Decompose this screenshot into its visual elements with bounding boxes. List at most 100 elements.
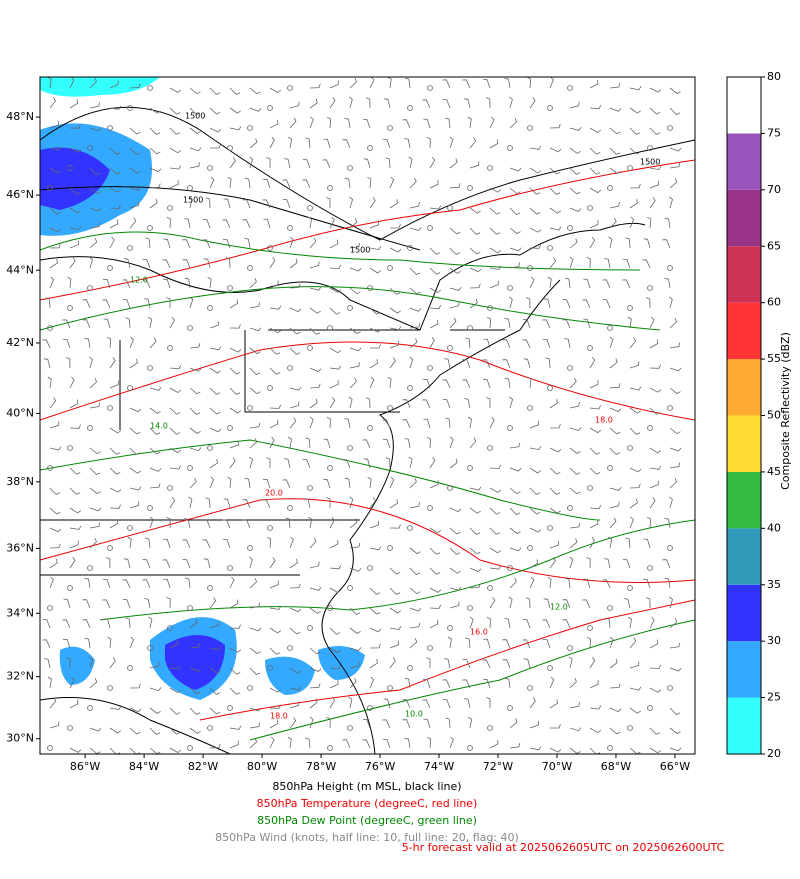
- wind-barb: [285, 517, 291, 529]
- wind-barb: [249, 367, 261, 375]
- wind-barb: [326, 416, 331, 429]
- wind-barb: [486, 697, 491, 709]
- wind-barb: [69, 556, 76, 569]
- wind-barb: [404, 138, 411, 149]
- wind-barb: [583, 318, 591, 329]
- wind-barb: [369, 676, 375, 689]
- wind-barb: [369, 359, 379, 369]
- height-contour: [39, 186, 421, 251]
- wind-calm: [287, 505, 293, 511]
- wind-barb: [209, 621, 220, 629]
- wind-calm: [187, 605, 193, 611]
- wind-barb: [529, 445, 542, 451]
- wind-barb: [442, 79, 451, 89]
- wind-calm: [67, 305, 73, 311]
- wind-barb: [589, 220, 599, 229]
- wind-barb: [509, 547, 522, 552]
- wind-barb: [349, 627, 361, 634]
- wind-barb: [349, 677, 357, 689]
- wind-barb: [209, 687, 221, 695]
- wind-barb: [289, 283, 301, 289]
- wind-barb: [149, 707, 161, 714]
- wind-barb: [426, 657, 431, 668]
- wind-barb: [169, 687, 182, 694]
- wind-barb: [209, 87, 221, 95]
- wind-barb: [429, 456, 436, 469]
- wind-barb: [209, 346, 222, 351]
- wind-barb: [309, 383, 321, 389]
- wind-barb: [349, 347, 362, 352]
- wind-barb: [242, 519, 251, 529]
- wind-barb: [629, 686, 642, 691]
- wind-barb: [89, 378, 98, 389]
- wind-barb: [369, 344, 381, 349]
- wind-barb: [326, 717, 331, 729]
- wind-barb: [89, 238, 98, 249]
- wind-calm: [147, 85, 153, 91]
- wind-barb: [568, 656, 573, 669]
- wind-barb: [202, 539, 211, 549]
- wind-barb: [142, 579, 151, 589]
- wind-calm: [207, 445, 213, 451]
- wind-barb: [49, 507, 61, 515]
- wind-barb: [62, 619, 71, 629]
- wind-barb: [423, 718, 431, 729]
- wind-barb: [404, 737, 411, 749]
- wind-barb: [309, 367, 322, 373]
- wind-barb: [249, 707, 262, 712]
- wind-calm: [527, 125, 533, 131]
- wind-barb: [429, 180, 439, 189]
- wind-barb: [529, 187, 541, 195]
- wind-barb: [483, 338, 491, 349]
- wind-calm: [667, 545, 673, 551]
- wind-calm: [387, 405, 393, 411]
- wind-barb: [669, 707, 681, 715]
- wind-barb: [549, 76, 554, 89]
- y-tick-label: 30°N: [6, 732, 34, 745]
- wind-barb: [549, 747, 562, 753]
- wind-barb: [569, 126, 582, 131]
- colorbar-tick-label: 35: [767, 578, 781, 591]
- wind-barb: [669, 87, 681, 95]
- map-frame: [39, 76, 696, 755]
- radar-echo: [59, 646, 95, 685]
- wind-barb: [649, 447, 662, 454]
- wind-barb: [269, 580, 279, 589]
- wind-barb: [189, 367, 202, 372]
- wind-barb: [249, 627, 262, 632]
- wind-barb: [442, 99, 451, 109]
- wind-barb: [322, 159, 331, 169]
- wind-calm: [387, 265, 393, 271]
- wind-barb: [249, 577, 258, 589]
- wind-barb: [49, 167, 61, 174]
- wind-barb: [389, 357, 396, 369]
- wind-barb: [649, 339, 659, 349]
- wind-calm: [447, 485, 453, 491]
- wind-calm: [607, 745, 613, 751]
- wind-barb: [362, 739, 371, 749]
- y-tick-label: 34°N: [6, 606, 34, 619]
- wind-barb: [669, 342, 681, 349]
- wind-barb: [409, 567, 421, 575]
- colorbar-tick-label: 60: [767, 296, 781, 309]
- contour-label: 1500: [350, 246, 370, 255]
- wind-calm: [607, 465, 613, 471]
- radar-echo: [40, 77, 160, 97]
- wind-barb: [529, 487, 541, 495]
- wind-barb: [647, 216, 652, 229]
- wind-barb: [467, 116, 472, 129]
- wind-barb: [47, 676, 52, 689]
- wind-barb: [363, 158, 371, 169]
- wind-barb: [664, 577, 671, 589]
- wind-barb: [229, 725, 242, 730]
- wind-barb: [525, 597, 531, 609]
- wind-calm: [167, 625, 173, 631]
- wind-barb: [326, 197, 331, 208]
- wind-barb: [289, 386, 302, 391]
- wind-barb: [389, 640, 399, 649]
- wind-barb: [489, 416, 495, 429]
- wind-barb: [63, 598, 71, 609]
- wind-barb: [523, 658, 531, 669]
- wind-barb: [309, 98, 318, 109]
